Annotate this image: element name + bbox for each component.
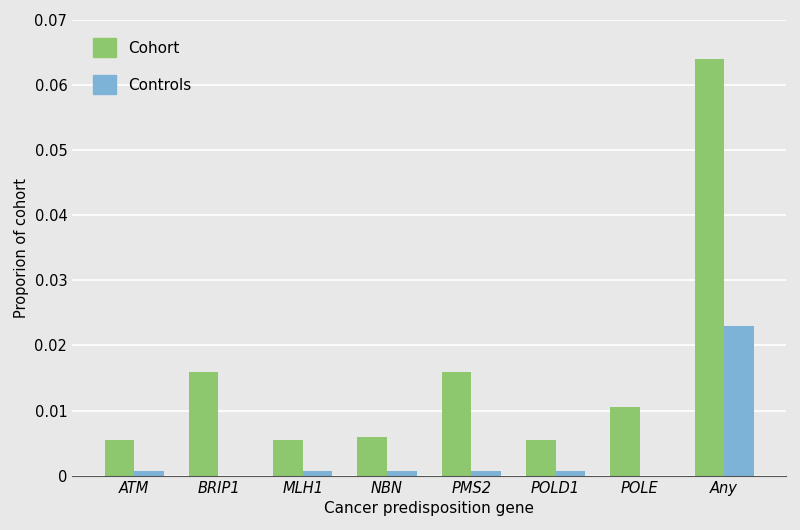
Bar bbox=[358, 437, 387, 476]
Bar bbox=[555, 471, 585, 476]
Legend: Cohort, Controls: Cohort, Controls bbox=[87, 32, 198, 100]
Bar bbox=[724, 326, 754, 476]
Bar bbox=[189, 372, 218, 476]
X-axis label: Cancer predisposition gene: Cancer predisposition gene bbox=[324, 501, 534, 516]
Bar bbox=[134, 471, 164, 476]
Bar bbox=[610, 408, 640, 476]
Bar bbox=[274, 440, 302, 476]
Bar bbox=[694, 59, 724, 476]
Y-axis label: Proporion of cohort: Proporion of cohort bbox=[14, 178, 29, 318]
Bar bbox=[442, 372, 471, 476]
Bar bbox=[302, 471, 332, 476]
Bar bbox=[471, 471, 501, 476]
Bar bbox=[105, 440, 134, 476]
Bar bbox=[526, 440, 555, 476]
Bar bbox=[387, 471, 417, 476]
